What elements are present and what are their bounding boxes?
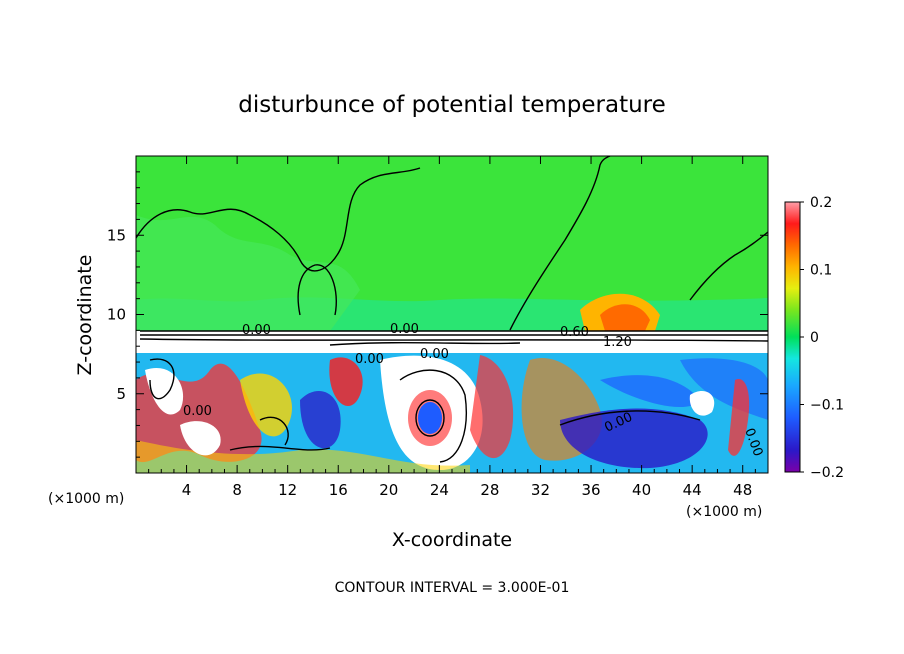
contour-label: 0.00 [420,347,449,362]
warm-spot-core [600,304,650,331]
x-tick-label: 36 [581,481,600,499]
colorbar-tick-label: 0.1 [810,263,832,279]
contour-label: 0.00 [183,404,212,419]
x-tick-label: 48 [733,481,752,499]
y-tick-label: 10 [107,306,126,324]
contour-label: 1.20 [603,335,632,350]
contour-label: 0.00 [390,322,419,337]
x-tick-label: 12 [278,481,297,499]
colorbar-tick-label: 0 [810,330,819,346]
x-tick-label: 24 [430,481,449,499]
contour-label: 0.00 [242,323,271,338]
chart-title: disturbunce of potential temperature [238,92,666,118]
x-axis-label: X-coordinate [392,529,512,551]
x-tick-label: 4 [182,481,192,499]
contour-label: 0.60 [560,325,589,340]
x-tick-label: 40 [632,481,651,499]
colorbar-ticks: 0.2 0.1 0 −0.1 −0.2 [800,195,844,481]
y-tick-label: 5 [116,385,126,403]
y-axis-label: Z-coordinate [74,255,96,376]
colorbar-tick-label: −0.2 [810,465,844,481]
lower-layer-structures [136,355,768,473]
contour-lines [136,156,768,463]
colorbar-tick-label: 0.2 [810,195,832,211]
contour-label: 0.00 [355,352,384,367]
x-unit-right: (×1000 m) [686,504,762,520]
contour-label-group: 0.00 0.00 0.00 0.00 0.60 1.20 0.00 0.00 … [183,322,765,459]
x-tick-label: 32 [531,481,550,499]
upper-layer-left-patch [136,215,360,331]
colorbar-tick-label: −0.1 [810,398,844,414]
x-tick-label: 44 [683,481,702,499]
x-tick-label: 8 [232,481,242,499]
y-axis: 5 10 15 [107,171,768,458]
y-tick-label: 15 [107,226,126,244]
x-axis: 4 8 12 16 20 24 28 32 36 40 44 48 [148,156,756,499]
x-tick-label: 20 [379,481,398,499]
x-tick-label: 28 [480,481,499,499]
x-tick-label: 16 [329,481,348,499]
inversion-band [136,331,768,353]
colorbar [784,201,801,473]
x-unit-left: (×1000 m) [48,491,124,507]
plot-area [136,156,768,473]
contour-interval-note: CONTOUR INTERVAL = 3.000E-01 [335,580,570,596]
